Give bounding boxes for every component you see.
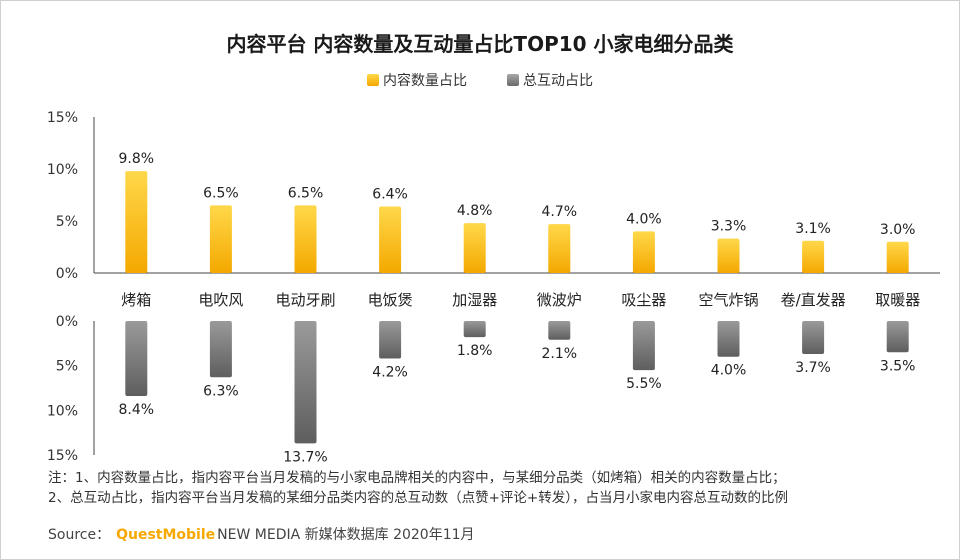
legend: 内容数量占比 总互动占比	[0, 70, 960, 90]
legend-label-content: 内容数量占比	[383, 73, 467, 89]
legend-swatch-content	[367, 74, 379, 86]
legend-label-interaction: 总互动占比	[523, 73, 593, 89]
footnote-2: 2、总互动占比，指内容平台当月发稿的某细分品类内容的总互动数（点赞+评论+转发）…	[48, 490, 788, 506]
interaction-share-bar	[802, 321, 825, 355]
content-share-bar	[632, 231, 655, 273]
interaction-share-label: 8.4%	[119, 402, 155, 418]
content-share-label: 3.3%	[711, 219, 747, 235]
interaction-share-label: 5.5%	[626, 376, 662, 392]
source-prefix: Source：	[48, 527, 111, 543]
category-labels: 烤箱 电吹风 电动牙刷 电饭煲 加湿器 微波炉 吸尘器 空气炸锅 卷/直发器 取暖器	[121, 291, 920, 309]
content-share-bar	[886, 241, 909, 273]
category-label: 电饭煲	[368, 291, 413, 309]
upper-tick-label: 10%	[47, 162, 78, 178]
content-share-label: 4.7%	[542, 204, 578, 220]
category-label: 烤箱	[121, 291, 151, 309]
upper-tick-label: 0%	[56, 266, 78, 282]
content-share-label: 6.5%	[288, 185, 324, 201]
legend-swatch-interaction	[507, 74, 519, 86]
content-share-series: 9.8% 6.5% 6.5% 6.4% 4.8% 4.7% 4.0% 3.3% 3.1% 3.0%	[119, 151, 916, 273]
interaction-share-bar	[886, 321, 909, 353]
category-label: 吸尘器	[621, 291, 666, 309]
content-share-bar	[379, 206, 402, 273]
category-label: 取暖器	[875, 291, 920, 309]
content-share-bar	[209, 205, 232, 273]
interaction-share-label: 4.2%	[372, 365, 408, 381]
content-share-bar	[548, 224, 571, 273]
content-share-bar	[125, 171, 148, 273]
lower-tick-label: 0%	[56, 314, 78, 330]
interaction-share-label: 6.3%	[203, 383, 239, 399]
interaction-share-bar	[463, 321, 486, 338]
interaction-share-label: 3.5%	[880, 358, 916, 374]
category-label: 电吹风	[198, 291, 243, 309]
content-share-label: 6.5%	[203, 185, 239, 201]
interaction-share-bar	[717, 321, 740, 357]
category-label: 微波炉	[537, 291, 582, 309]
interaction-share-label: 2.1%	[542, 346, 578, 362]
source-rest: NEW MEDIA 新媒体数据库 2020年11月	[217, 527, 475, 543]
legend-item-content: 内容数量占比	[367, 70, 467, 90]
content-share-label: 4.8%	[457, 203, 493, 219]
category-label: 加湿器	[452, 291, 497, 309]
content-share-label: 4.0%	[626, 211, 662, 227]
chart-title: 内容平台 内容数量及互动量占比TOP10 小家电细分品类	[226, 32, 734, 56]
category-label: 卷/直发器	[781, 291, 846, 309]
interaction-share-series: 8.4% 6.3% 13.7% 4.2% 1.8% 2.1% 5.5% 4.0% 3.7% 3.5…	[119, 321, 916, 465]
content-share-label: 6.4%	[372, 186, 408, 202]
content-share-bar	[717, 238, 740, 273]
interaction-share-label: 1.8%	[457, 343, 493, 359]
content-share-bar	[294, 205, 317, 273]
bar-chart: 0% 5% 10% 15% 0% 5% 10% 15% 9.8% 6.5% 6.5% 6.4% 4.…	[47, 110, 940, 465]
interaction-share-bar	[548, 321, 571, 340]
interaction-share-label: 3.7%	[795, 360, 831, 376]
interaction-share-label: 4.0%	[711, 363, 747, 379]
footnote-1: 注：1、内容数量占比，指内容平台当月发稿的与小家电品牌相关的内容中，与某细分品类…	[48, 470, 786, 486]
lower-tick-label: 10%	[47, 403, 78, 419]
footnotes: 注：1、内容数量占比，指内容平台当月发稿的与小家电品牌相关的内容中，与某细分品类…	[48, 468, 948, 508]
interaction-share-bar	[379, 321, 402, 359]
interaction-share-bar	[209, 321, 232, 378]
upper-axis: 0% 5% 10% 15%	[47, 110, 940, 282]
source-brand: QuestMobile	[116, 527, 216, 543]
lower-tick-label: 15%	[47, 448, 78, 464]
lower-tick-label: 5%	[56, 359, 78, 375]
interaction-share-label: 13.7%	[283, 449, 327, 465]
interaction-share-bar	[632, 321, 655, 371]
content-share-label: 3.1%	[795, 221, 831, 237]
legend-item-interaction: 总互动占比	[507, 70, 593, 90]
content-share-bar	[802, 240, 825, 273]
interaction-share-bar	[125, 321, 148, 397]
category-label: 电动牙刷	[275, 291, 335, 309]
content-share-label: 9.8%	[119, 151, 155, 167]
content-share-label: 3.0%	[880, 222, 916, 238]
source-line: Source： QuestMobile NEW MEDIA 新媒体数据库 202…	[48, 524, 475, 544]
content-share-bar	[463, 223, 486, 273]
category-label: 空气炸锅	[698, 291, 758, 309]
upper-tick-label: 5%	[56, 214, 78, 230]
upper-tick-label: 15%	[47, 110, 78, 126]
lower-axis: 0% 5% 10% 15%	[47, 314, 95, 464]
interaction-share-bar	[294, 321, 317, 444]
